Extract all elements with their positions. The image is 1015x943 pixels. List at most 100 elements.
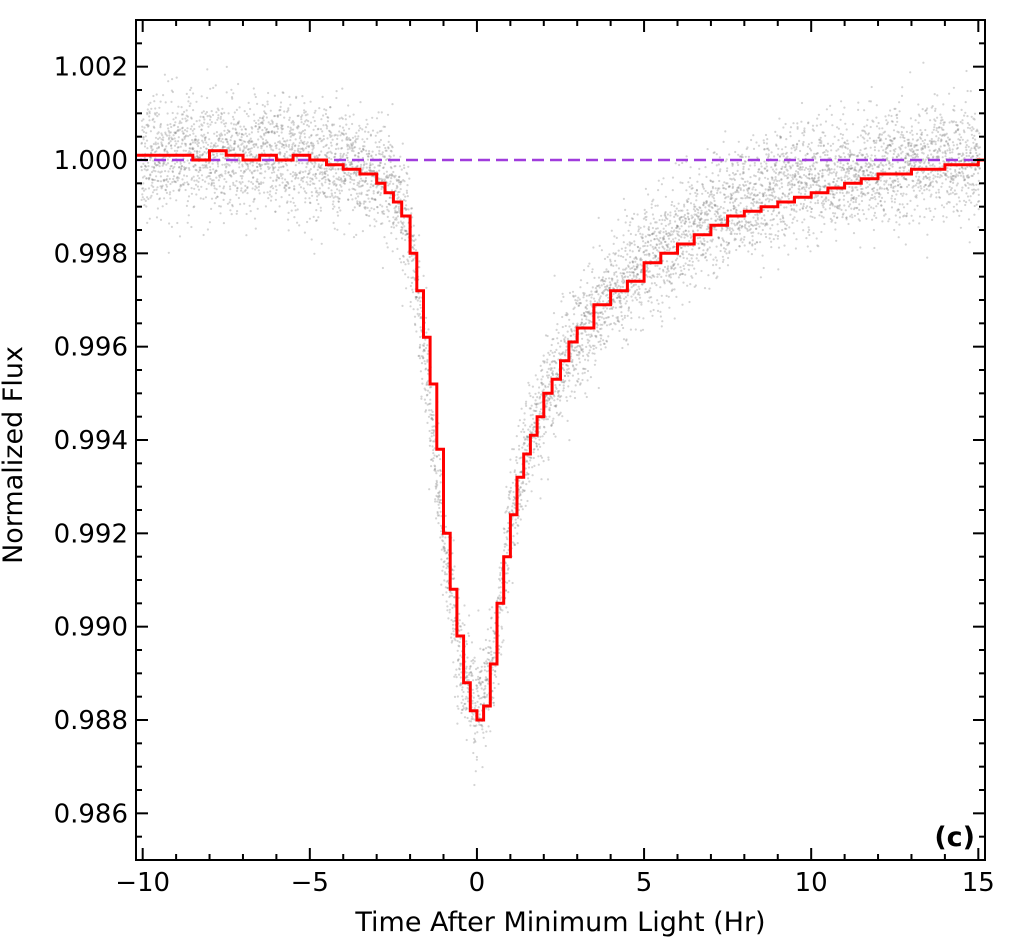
data-point — [293, 185, 296, 188]
data-point — [200, 128, 203, 131]
data-point — [301, 177, 304, 180]
data-point — [289, 172, 292, 176]
data-point — [206, 115, 209, 118]
data-point — [176, 179, 179, 182]
data-point — [330, 152, 333, 155]
data-point — [304, 170, 307, 173]
data-point — [516, 532, 519, 535]
data-point — [212, 168, 215, 171]
data-point — [250, 139, 253, 143]
data-point — [274, 210, 277, 213]
data-point — [487, 658, 491, 661]
data-point — [317, 127, 320, 130]
data-point — [659, 236, 662, 240]
data-point — [505, 606, 508, 609]
data-point — [515, 459, 518, 462]
data-point — [605, 268, 608, 271]
data-point — [196, 155, 199, 158]
data-point — [256, 207, 259, 210]
data-point — [331, 181, 334, 184]
data-point — [694, 284, 698, 287]
data-point — [609, 283, 612, 286]
data-point — [722, 207, 725, 210]
data-point — [293, 216, 296, 219]
data-point — [292, 142, 295, 145]
data-point — [264, 142, 267, 145]
data-point — [519, 518, 522, 521]
data-point — [590, 334, 594, 338]
data-point — [369, 134, 372, 137]
data-point — [451, 573, 454, 576]
data-point — [332, 175, 335, 178]
data-point — [452, 633, 456, 636]
data-point — [210, 197, 214, 200]
data-point — [331, 165, 334, 169]
data-point — [264, 170, 267, 173]
data-point — [197, 188, 201, 191]
data-point — [359, 127, 362, 130]
data-point — [495, 675, 498, 678]
data-point — [432, 414, 435, 417]
data-point — [334, 152, 337, 155]
data-point — [520, 498, 523, 502]
data-point — [244, 151, 247, 154]
data-point — [192, 206, 195, 209]
data-point — [291, 134, 294, 137]
data-point — [398, 190, 401, 193]
data-point — [581, 332, 584, 335]
data-point — [542, 442, 545, 445]
data-point — [389, 203, 392, 206]
data-point — [325, 155, 328, 158]
data-point — [160, 138, 163, 141]
data-point — [402, 255, 405, 258]
data-point — [364, 180, 367, 183]
data-point — [156, 186, 159, 189]
data-point — [287, 125, 290, 128]
data-point — [546, 371, 549, 374]
data-point — [292, 121, 295, 124]
data-point — [205, 164, 208, 167]
data-point — [218, 137, 221, 140]
data-point — [681, 181, 684, 185]
data-point — [289, 126, 292, 129]
data-point — [400, 261, 403, 264]
data-point — [438, 514, 441, 517]
data-point — [378, 178, 381, 181]
data-point — [181, 165, 184, 168]
data-point — [150, 146, 153, 149]
data-point — [673, 317, 676, 320]
data-point — [464, 702, 467, 705]
data-point — [562, 351, 565, 354]
data-point — [273, 161, 276, 164]
data-point — [364, 126, 368, 129]
data-point — [572, 365, 575, 368]
data-point — [290, 148, 293, 151]
data-point — [283, 152, 286, 155]
data-point — [316, 195, 319, 198]
data-point — [361, 128, 364, 131]
data-point — [168, 136, 171, 139]
data-point — [550, 343, 553, 347]
data-point — [197, 138, 200, 141]
data-point — [612, 242, 615, 245]
data-point — [338, 130, 341, 133]
data-point — [562, 387, 565, 390]
data-point — [273, 132, 276, 135]
data-point — [305, 166, 308, 169]
data-point — [476, 700, 479, 703]
data-point — [187, 152, 190, 155]
data-point — [424, 409, 428, 412]
data-point — [568, 291, 572, 294]
data-point — [348, 137, 351, 140]
data-point — [209, 177, 212, 180]
data-point — [293, 132, 296, 136]
data-point — [176, 146, 179, 149]
data-point — [198, 125, 201, 128]
data-point — [631, 299, 634, 302]
data-point — [287, 211, 290, 214]
data-point — [600, 316, 604, 319]
data-point — [342, 154, 345, 157]
data-point — [188, 147, 191, 150]
data-point — [256, 102, 259, 105]
data-point — [265, 112, 268, 115]
